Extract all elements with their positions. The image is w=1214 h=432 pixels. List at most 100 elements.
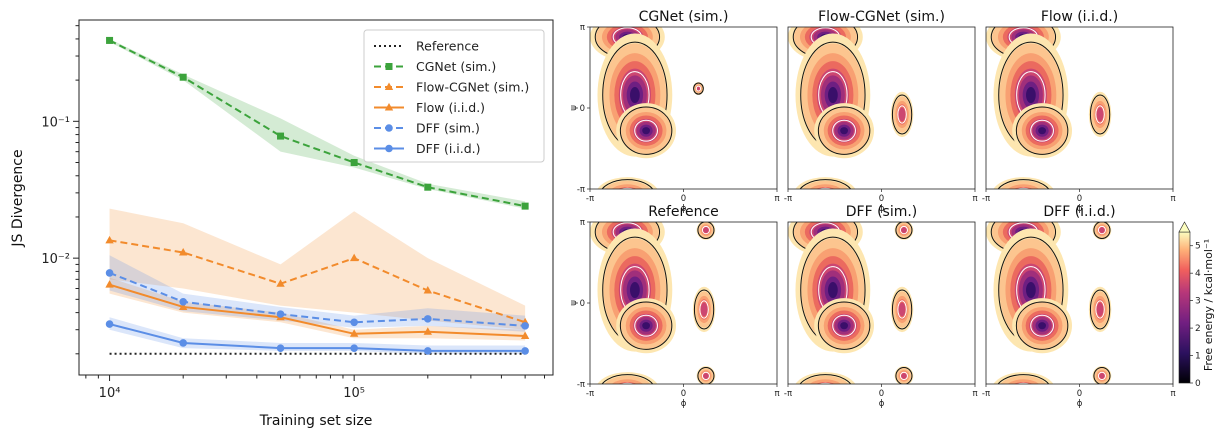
colorbar-label: Free energy / kcal·mol⁻¹: [1202, 239, 1214, 371]
contour-line: [1015, 106, 1069, 155]
heatmap-panel: CGNet (sim.) -π 0 π ϕ -π 0 π ψ: [569, 9, 780, 214]
contour-line: [620, 187, 635, 189]
energy-contour: [816, 190, 835, 201]
line-cgnet-sim: [109, 39, 526, 208]
colorbar-tick-label: 3: [1195, 297, 1201, 307]
contour-line: [634, 314, 658, 337]
contour-line: [997, 179, 1050, 189]
heatmap-panel: Flow-CGNet (sim.) -π 0 π ϕ: [784, 9, 978, 214]
heatmap-x-label: ϕ: [1077, 399, 1083, 409]
legend-label: Flow (i.i.d.): [416, 100, 485, 115]
point-dff-sim: [350, 318, 358, 327]
contour-line: [895, 222, 913, 239]
point-flow-i-i-d: [178, 302, 188, 310]
energy-contour: [840, 322, 848, 330]
contour-line: [1016, 187, 1031, 189]
contour-line: [1030, 119, 1054, 142]
point-flow-cgnet-sim: [178, 247, 188, 256]
contour-line: [1093, 222, 1111, 239]
line-flow-cgnet-sim: [109, 239, 526, 324]
energy-contour: [618, 190, 637, 201]
heatmap-content: [590, 222, 777, 384]
line-dff-i-i-d: [109, 323, 526, 352]
heatmap-x-tick-label: π: [1170, 194, 1175, 204]
point-dff-i-i-d: [276, 344, 285, 352]
energy-contour: [700, 302, 708, 317]
contour-line: [701, 371, 710, 381]
contour-line: [693, 82, 704, 95]
contour-line: [619, 106, 673, 155]
legend-label: DFF (sim.): [416, 121, 480, 136]
heatmap-title: DFF (sim.): [846, 204, 918, 220]
legend: Reference CGNet (sim.) Flow-CGNet (sim.) Fl…: [363, 29, 545, 163]
heatmap-x-tick-label: π: [774, 389, 779, 399]
y-axis-label: JS Divergence: [10, 149, 26, 247]
contour-line: [697, 367, 715, 384]
heatmap-title: Flow-CGNet (sim.): [818, 9, 945, 25]
colorbar-tick-label: 0: [1195, 379, 1201, 389]
js-divergence-chart: 10⁴ 10⁵ 10⁻² 10⁻¹ Training set size JS Div…: [10, 19, 554, 429]
heatmap-title: Flow (i.i.d.): [1041, 9, 1118, 25]
y-axis-ticks: 10⁻² 10⁻¹: [41, 25, 79, 355]
energy-contour: [696, 86, 701, 91]
x-tick-label: 10⁵: [343, 386, 365, 401]
point-dff-sim: [423, 315, 432, 323]
series-lines: [109, 39, 526, 355]
energy-contour: [703, 227, 709, 234]
contour-line: [620, 382, 635, 384]
colorbar-extend-arrow: [1178, 221, 1191, 233]
energy-contour: [1014, 385, 1033, 396]
heatmap-x-label: ϕ: [1077, 204, 1083, 214]
energy-contour: [901, 372, 907, 379]
point-cgnet-sim: [350, 159, 358, 167]
energy-contour: [828, 282, 838, 299]
contour-line: [1093, 367, 1111, 384]
point-cgnet-sim: [106, 36, 114, 44]
point-cgnet-sim: [521, 202, 529, 210]
contour-line: [699, 300, 709, 319]
heatmap-title: CGNet (sim.): [639, 9, 729, 25]
point-flow-cgnet-sim: [105, 235, 114, 244]
heatmap-x-label: ϕ: [681, 399, 687, 409]
energy-contour: [816, 385, 835, 396]
energy-contour: [1038, 127, 1046, 135]
heatmap-panel: Reference -π 0 π ϕ -π 0 π ψ: [569, 204, 780, 409]
legend-marker: [384, 82, 394, 90]
heatmap-y-tick-label: 0: [580, 104, 585, 114]
legend-marker: [385, 124, 393, 132]
energy-contour: [809, 379, 842, 384]
heatmap-y-tick-label: -π: [577, 185, 585, 195]
point-dff-i-i-d: [423, 347, 432, 355]
point-dff-i-i-d: [105, 320, 114, 328]
heatmap-x-tick-label: -π: [784, 194, 792, 204]
energy-contour: [1014, 190, 1033, 201]
heatmap-x-label: ϕ: [879, 399, 885, 409]
point-dff-i-i-d: [179, 339, 187, 347]
colorbar-tick-label: 2: [1195, 324, 1201, 334]
heatmap-title: DFF (i.i.d.): [1043, 204, 1115, 220]
x-axis-label: Training set size: [259, 413, 373, 429]
heatmap-title: Reference: [648, 204, 719, 220]
heatmap-x-tick-label: -π: [982, 389, 990, 399]
contour-line: [818, 382, 833, 384]
contour-line: [1097, 225, 1106, 235]
energy-contour: [1007, 184, 1040, 189]
point-flow-i-i-d: [105, 280, 114, 288]
point-dff-i-i-d: [521, 347, 529, 355]
heatmap-x-tick-label: 0: [681, 194, 686, 204]
energy-contour: [1096, 107, 1104, 122]
heatmap-x-label: ϕ: [681, 204, 687, 214]
series-markers: [105, 36, 530, 355]
heatmap-panel: DFF (sim.) -π 0 π ϕ: [784, 204, 978, 409]
contour-line: [1016, 382, 1031, 384]
contour-line: [1097, 371, 1106, 381]
heatmap-y-label: ψ: [569, 105, 579, 111]
point-flow-i-i-d: [520, 331, 530, 339]
colorbar-gradient: [1178, 231, 1191, 384]
line-flow-i-i-d: [109, 283, 526, 337]
energy-contour: [828, 87, 838, 104]
heatmap-y-tick-label: π: [580, 218, 585, 228]
x-tick-label: 10⁴: [99, 386, 121, 401]
point-dff-sim: [276, 310, 285, 318]
